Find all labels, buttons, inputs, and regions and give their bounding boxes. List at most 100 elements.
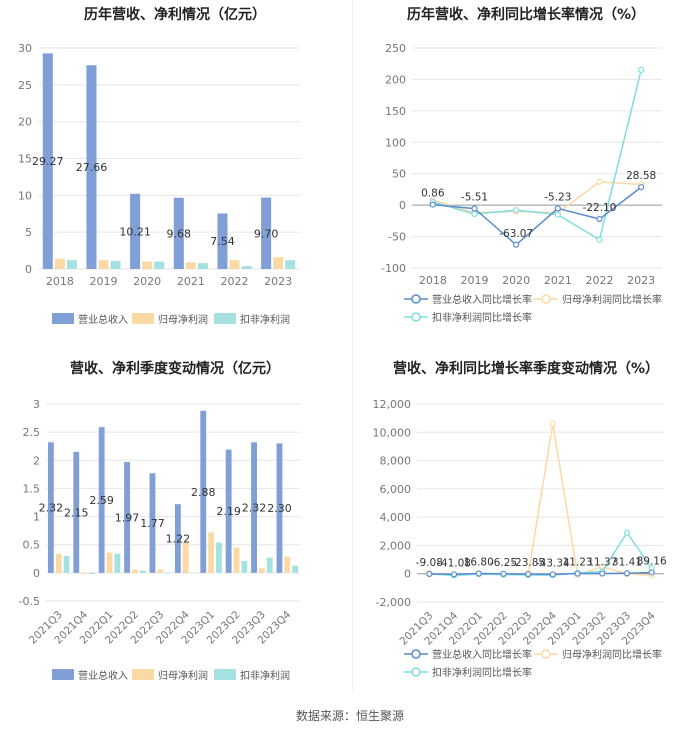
legend-label: 营业总收入 (78, 313, 128, 326)
bar (266, 557, 273, 573)
legend-label: 归母净利润 (158, 313, 208, 326)
data-point (574, 570, 581, 577)
data-point (475, 570, 482, 577)
series-line (429, 571, 652, 576)
bar (86, 65, 97, 269)
data-point (638, 184, 645, 191)
data-label: 11.37 (587, 557, 617, 569)
bar (73, 451, 80, 573)
data-label: 7.54 (210, 235, 235, 248)
x-tick-label: 2021 (177, 275, 205, 288)
bar (98, 427, 105, 573)
data-label: 27.66 (76, 161, 108, 174)
y-tick-label: 200 (385, 73, 406, 86)
legend-label: 归母净利润同比增长率 (562, 293, 662, 306)
data-point (599, 570, 606, 577)
series-line (432, 186, 642, 246)
data-label: 1.77 (140, 517, 165, 530)
bar (284, 556, 291, 573)
y-tick-label: -100 (381, 262, 406, 275)
y-tick-label: 4,000 (380, 511, 412, 524)
y-tick-label: 0 (404, 568, 411, 581)
data-label: -63.07 (499, 228, 533, 240)
y-tick-label: 2,000 (380, 539, 412, 552)
legend-label: 营业总收入同比增长率 (432, 648, 532, 661)
y-tick-label: 2.5 (23, 426, 41, 439)
chart-canvas: -100 -50 0 50 100 150 200 250 2018 2019 2020 2021 20… (381, 42, 662, 324)
bar (54, 258, 65, 269)
annual-growth-rate-chart: 历年营收、净利同比增长率情况（%） -100 -50 0 50 100 150 200 250… (352, 0, 700, 345)
bar (229, 260, 240, 269)
bar (55, 553, 62, 573)
data-label: 11.23 (563, 557, 593, 569)
legend-marker (411, 649, 421, 659)
bar (114, 553, 121, 573)
legend-label: 营业总收入 (78, 669, 128, 682)
data-label: -6.25 (490, 557, 517, 569)
y-tick-label: 1.5 (23, 482, 41, 495)
data-point (549, 571, 556, 578)
bar (142, 261, 153, 269)
bar (173, 197, 184, 269)
quarterly-growth-rate-chart: 营收、净利同比增长率季度变动情况（%） -2,000 0 2,000 4,000 6,0… (352, 352, 700, 697)
data-point (513, 207, 520, 214)
legend-label: 扣非净利润同比增长率 (432, 666, 532, 679)
y-tick-label: 0 (33, 567, 40, 580)
bar (216, 542, 222, 573)
chart-canvas: -0.500.511.522.532021Q32021Q42022Q12022Q… (19, 398, 300, 682)
y-tick-label: 8,000 (380, 455, 412, 468)
bar (258, 568, 265, 573)
legend-swatch (52, 669, 74, 680)
x-tick-label: 2022 (586, 274, 614, 287)
legend-label: 扣非净利润同比增长率 (432, 311, 532, 324)
y-tick-label: 1 (33, 511, 40, 524)
data-point (623, 529, 631, 536)
series-line (429, 423, 652, 577)
bar (251, 442, 257, 573)
data-point (500, 570, 507, 577)
y-tick-label: 15 (18, 153, 32, 166)
bar (131, 569, 138, 573)
bar (261, 197, 272, 269)
data-point (471, 205, 478, 212)
y-tick-label: 3 (33, 398, 40, 411)
chart-canvas: -2,00002,0004,0006,0008,00010,00012,0002… (373, 398, 667, 679)
y-tick-label: 6,000 (380, 483, 412, 496)
x-tick-label: 2019 (90, 275, 118, 288)
data-point (426, 570, 433, 577)
y-tick-label: 10 (18, 189, 32, 202)
bar (217, 213, 228, 269)
data-label: -41.08 (437, 557, 471, 569)
bar (165, 572, 172, 574)
chart-title: 营收、净利季度变动情况（亿元） (70, 361, 280, 377)
legend-label: 营业总收入同比增长率 (432, 293, 532, 306)
series-line (429, 531, 653, 577)
data-point (450, 571, 458, 578)
y-tick-label: 10,000 (373, 426, 412, 439)
series-line (432, 69, 642, 241)
bar (154, 261, 165, 269)
y-tick-label: 2 (33, 454, 40, 467)
data-label: -43.34 (536, 557, 570, 569)
bar (208, 532, 215, 573)
y-tick-label: 250 (385, 42, 406, 55)
legend-swatch (52, 313, 74, 324)
bar (149, 473, 156, 573)
x-tick-label: 2018 (46, 275, 74, 288)
data-point (525, 570, 532, 578)
y-tick-label: -0.5 (19, 595, 40, 608)
y-tick-label: -50 (388, 231, 406, 244)
data-point (554, 211, 561, 218)
bar (233, 547, 240, 573)
data-source-note: 数据来源：恒生聚源 (295, 709, 404, 723)
data-label: 29.27 (32, 155, 64, 168)
legend-marker (411, 312, 421, 322)
data-label: 31.41 (612, 556, 642, 568)
panel-divider (352, 0, 353, 690)
bar (98, 260, 109, 269)
data-label: -9.08 (416, 557, 443, 569)
legend-marker (411, 667, 421, 677)
data-label: 2.19 (216, 505, 241, 518)
data-label: 2.88 (191, 486, 216, 499)
y-tick-label: -2,000 (376, 596, 411, 609)
